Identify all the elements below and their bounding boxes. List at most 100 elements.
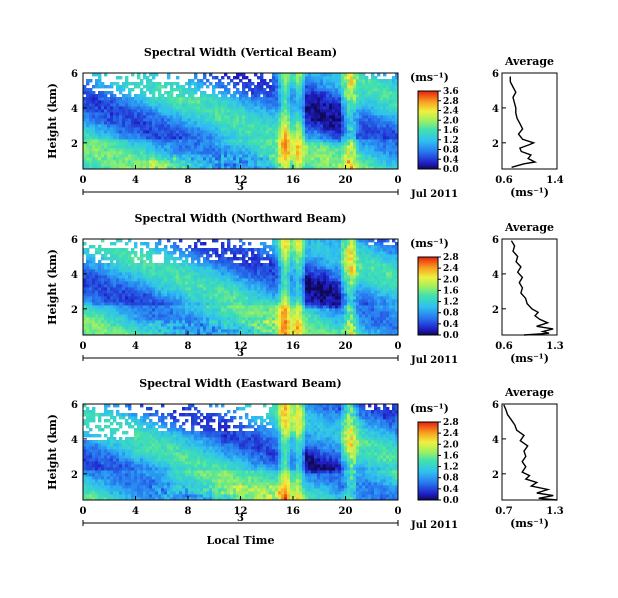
heatmap-cell [338,154,342,158]
heatmap-cell [131,287,135,291]
heatmap-cell [113,299,117,303]
heatmap-cell [125,311,129,315]
heatmap-cell [122,85,126,89]
heatmap-cell [104,145,108,149]
heatmap-cell [212,139,216,143]
heatmap-cell [275,109,279,113]
heatmap-cell [107,148,111,152]
heatmap-cell [158,94,162,98]
heatmap-cell [146,320,150,324]
heatmap-cell [164,166,168,170]
heatmap-cell [218,257,222,261]
heatmap-cell [128,284,132,288]
heatmap-cell [233,160,237,164]
heatmap-cell [152,106,156,110]
profile-y-tick-label: 6 [492,69,499,80]
heatmap-cell [371,136,375,140]
heatmap-cell [122,151,126,155]
heatmap-cell [182,311,186,315]
heatmap-cell [113,136,117,140]
heatmap-cell [245,284,249,288]
heatmap-cell [362,94,366,98]
heatmap-cell [218,275,222,279]
heatmap-cell [329,154,333,158]
heatmap-cell [98,323,102,327]
heatmap-cell [344,148,348,152]
heatmap-cell [260,272,264,276]
heatmap-cell [242,160,246,164]
heatmap-cell [389,100,393,104]
heatmap-cell [251,260,255,264]
heatmap-cell [170,314,174,318]
heatmap-cell [89,103,93,107]
heatmap-cell [395,88,399,92]
heatmap-cell [176,163,180,167]
heatmap-cell [83,142,87,146]
heatmap-cell [107,305,111,309]
heatmap-cell [149,160,153,164]
heatmap-cell [140,106,144,110]
heatmap-cell [164,332,168,336]
heatmap-cell [350,97,354,101]
heatmap-cell [284,73,288,77]
heatmap-cell [131,145,135,149]
heatmap-cell [101,317,105,321]
heatmap-cell [107,293,111,297]
heatmap-cell [281,103,285,107]
heatmap-cell [167,251,171,255]
heatmap-cell [347,124,351,128]
heatmap-cell [263,121,267,125]
heatmap-cell [374,82,378,86]
heatmap-cell [137,100,141,104]
heatmap [83,73,399,170]
heatmap-cell [86,79,90,83]
heatmap-cell [206,100,210,104]
heatmap-cell [287,166,291,170]
heatmap-cell [272,326,276,330]
heatmap-cell [314,94,318,98]
heatmap-cell [125,154,129,158]
heatmap-cell [128,326,132,330]
heatmap-cell [374,133,378,137]
heatmap-cell [200,112,204,116]
heatmap-cell [392,112,396,116]
heatmap-cell [350,85,354,89]
heatmap-cell [197,82,201,86]
heatmap-cell [86,163,90,167]
heatmap-cell [242,133,246,137]
heatmap-cell [344,127,348,131]
heatmap-cell [254,163,258,167]
heatmap-cell [92,263,96,267]
heatmap-cell [278,79,282,83]
heatmap-cell [221,275,225,279]
heatmap-cell [212,251,216,255]
heatmap-cell [389,154,393,158]
heatmap-cell [230,151,234,155]
heatmap-cell [119,254,123,258]
heatmap-cell [83,160,87,164]
heatmap-cell [158,139,162,143]
heatmap-cell [101,163,105,167]
heatmap-cell [143,263,147,267]
heatmap-cell [233,157,237,161]
heatmap-cell [275,166,279,170]
heatmap-cell [242,109,246,113]
heatmap-cell [260,314,264,318]
heatmap-cell [173,281,177,285]
heatmap-cell [287,118,291,122]
heatmap-cell [275,124,279,128]
heatmap-cell [92,118,96,122]
heatmap-cell [278,103,282,107]
heatmap-cell [383,130,387,134]
heatmap-cell [152,148,156,152]
heatmap-cell [380,118,384,122]
heatmap-cell [92,275,96,279]
heatmap-cell [323,133,327,137]
heatmap-cell [161,121,165,125]
heatmap-cell [134,242,138,246]
heatmap-cell [251,106,255,110]
heatmap-cell [248,118,252,122]
heatmap-cell [386,127,390,131]
heatmap-cell [164,106,168,110]
heatmap-cell [164,91,168,95]
